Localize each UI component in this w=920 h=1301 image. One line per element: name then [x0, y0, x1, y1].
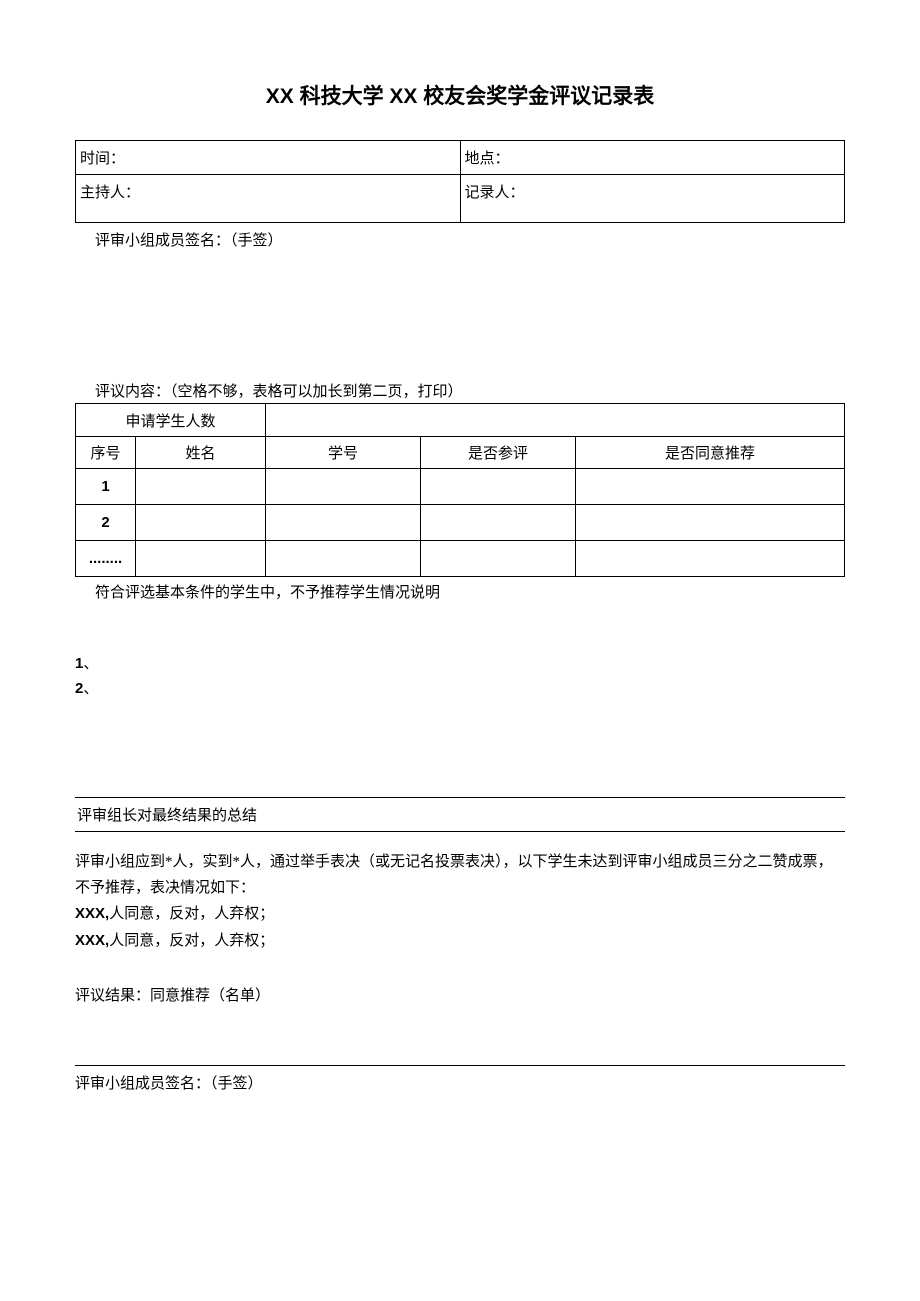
header-seq: 序号 [76, 437, 136, 469]
vote-line-2: XXX,人同意，反对，人弃权； [75, 928, 845, 955]
table-row: 2 [76, 505, 845, 541]
cell-name [136, 505, 266, 541]
vote-text-1: 人同意，反对，人弃权； [109, 906, 274, 922]
header-student-id: 学号 [266, 437, 421, 469]
numbered-1: 1、 [75, 652, 845, 673]
note-text: 符合评选基本条件的学生中，不予推荐学生情况说明 [75, 581, 845, 602]
summary-header: 评审组长对最终结果的总结 [75, 797, 845, 832]
header-agree: 是否同意推荐 [576, 437, 845, 469]
cell-agree [576, 469, 845, 505]
header-name: 姓名 [136, 437, 266, 469]
table-row: 1 [76, 469, 845, 505]
signature-line-2: 评审小组成员签名：（手签） [75, 1072, 845, 1093]
page-title: XX 科技大学 XX 校友会奖学金评议记录表 [75, 80, 845, 110]
cell-name [136, 469, 266, 505]
cell-agree [576, 505, 845, 541]
cell-name [136, 541, 266, 577]
sep-1: 、 [83, 656, 98, 672]
cell-id [266, 505, 421, 541]
applicant-count-value [266, 404, 845, 437]
time-cell: 时间： [76, 141, 461, 175]
header-participated: 是否参评 [421, 437, 576, 469]
cell-part [421, 469, 576, 505]
cell-part [421, 505, 576, 541]
recorder-cell: 记录人： [460, 175, 845, 223]
cell-seq: 2 [76, 505, 136, 541]
vote-line-1: XXX,人同意，反对，人弃权； [75, 901, 845, 928]
content-intro: 评议内容：（空格不够，表格可以加长到第二页，打印） [75, 380, 845, 401]
body-paragraph: 评审小组应到*人，实到*人，通过举手表决（或无记名投票表决），以下学生未达到评审… [75, 850, 845, 901]
cell-seq: ........ [76, 541, 136, 577]
cell-part [421, 541, 576, 577]
applicant-count-label: 申请学生人数 [76, 404, 266, 437]
cell-id [266, 541, 421, 577]
review-table: 申请学生人数 序号 姓名 学号 是否参评 是否同意推荐 1 2 ........ [75, 403, 845, 577]
signature-line-1: 评审小组成员签名：（手签） [75, 229, 845, 250]
table-row: ........ [76, 541, 845, 577]
info-table: 时间： 地点： 主持人： 记录人： [75, 140, 845, 223]
cell-agree [576, 541, 845, 577]
xxx-2: XXX, [75, 932, 109, 949]
xxx-1: XXX, [75, 905, 109, 922]
result-text: 评议结果：同意推荐（名单） [75, 984, 845, 1010]
divider [75, 1065, 845, 1066]
host-cell: 主持人： [76, 175, 461, 223]
sep-2: 、 [83, 681, 98, 697]
cell-id [266, 469, 421, 505]
numbered-2: 2、 [75, 677, 845, 698]
cell-seq: 1 [76, 469, 136, 505]
place-cell: 地点： [460, 141, 845, 175]
vote-text-2: 人同意，反对，人弃权； [109, 933, 274, 949]
